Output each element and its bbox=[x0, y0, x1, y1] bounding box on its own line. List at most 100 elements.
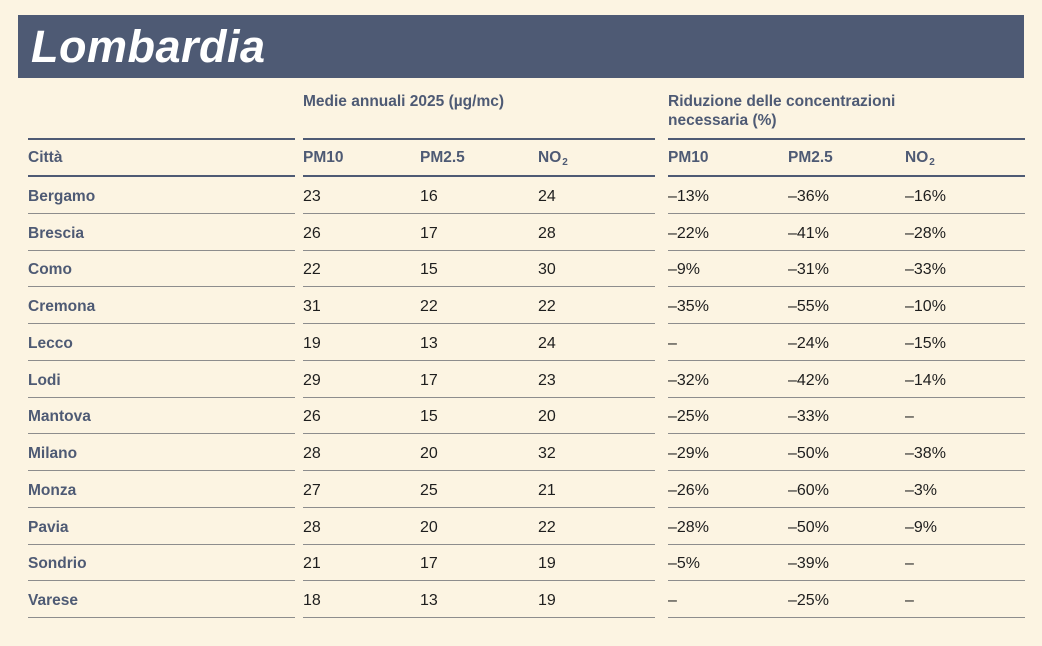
column-gap bbox=[295, 545, 303, 582]
pm10-value: 28 bbox=[303, 434, 420, 471]
pm25-reduction: –31% bbox=[788, 251, 905, 288]
city-name: Cremona bbox=[28, 287, 295, 324]
column-gap bbox=[655, 545, 668, 582]
column-gap bbox=[295, 138, 303, 177]
pm25-value: 15 bbox=[420, 251, 538, 288]
column-gap bbox=[295, 177, 303, 214]
pm25-value: 25 bbox=[420, 471, 538, 508]
column-header-pm10-medie: PM10 bbox=[303, 138, 420, 177]
group-header-spacer bbox=[28, 78, 295, 138]
pm25-reduction: –36% bbox=[788, 177, 905, 214]
no2-subscript: 2 bbox=[929, 157, 935, 168]
no2-reduction: – bbox=[905, 545, 1025, 582]
no2-reduction: – bbox=[905, 398, 1025, 435]
column-header-no2-medie: NO 2 bbox=[538, 138, 655, 177]
city-name: Lecco bbox=[28, 324, 295, 361]
pm10-value: 26 bbox=[303, 398, 420, 435]
pm25-value: 16 bbox=[420, 177, 538, 214]
column-gap bbox=[655, 324, 668, 361]
pm10-value: 22 bbox=[303, 251, 420, 288]
column-gap bbox=[655, 508, 668, 545]
city-name: Pavia bbox=[28, 508, 295, 545]
column-gap bbox=[295, 434, 303, 471]
pm25-value: 13 bbox=[420, 581, 538, 618]
pm10-reduction: –25% bbox=[668, 398, 788, 435]
no2-reduction: –33% bbox=[905, 251, 1025, 288]
pm10-value: 27 bbox=[303, 471, 420, 508]
no2-value: 19 bbox=[538, 581, 655, 618]
no2-value: 24 bbox=[538, 324, 655, 361]
column-gap bbox=[655, 434, 668, 471]
pm25-value: 15 bbox=[420, 398, 538, 435]
column-gap bbox=[295, 471, 303, 508]
column-gap bbox=[655, 471, 668, 508]
no2-value: 19 bbox=[538, 545, 655, 582]
no2-reduction: –15% bbox=[905, 324, 1025, 361]
column-gap bbox=[295, 78, 303, 138]
pm10-reduction: –32% bbox=[668, 361, 788, 398]
pm25-reduction: –39% bbox=[788, 545, 905, 582]
pm25-reduction: –42% bbox=[788, 361, 905, 398]
column-gap bbox=[295, 361, 303, 398]
pm25-reduction: –41% bbox=[788, 214, 905, 251]
pm25-value: 17 bbox=[420, 545, 538, 582]
column-header-pm25-riduzione: PM2.5 bbox=[788, 138, 905, 177]
city-name: Brescia bbox=[28, 214, 295, 251]
no2-subscript: 2 bbox=[562, 157, 568, 168]
city-name: Bergamo bbox=[28, 177, 295, 214]
pm25-value: 20 bbox=[420, 434, 538, 471]
column-header-pm25-medie: PM2.5 bbox=[420, 138, 538, 177]
city-name: Lodi bbox=[28, 361, 295, 398]
pm10-reduction: –26% bbox=[668, 471, 788, 508]
pm10-value: 23 bbox=[303, 177, 420, 214]
city-name: Sondrio bbox=[28, 545, 295, 582]
column-header-pm10-riduzione: PM10 bbox=[668, 138, 788, 177]
air-quality-table: Medie annuali 2025 (µg/mc) Riduzione del… bbox=[28, 78, 1025, 618]
group-header-riduzione-line2: necessaria (%) bbox=[668, 112, 777, 129]
city-name: Milano bbox=[28, 434, 295, 471]
no2-label: NO bbox=[538, 148, 562, 166]
no2-value: 32 bbox=[538, 434, 655, 471]
column-gap bbox=[655, 214, 668, 251]
region-title: Lombardia bbox=[31, 20, 266, 72]
city-name: Monza bbox=[28, 471, 295, 508]
pm25-reduction: –50% bbox=[788, 508, 905, 545]
pm10-reduction: –5% bbox=[668, 545, 788, 582]
no2-value: 28 bbox=[538, 214, 655, 251]
city-name: Como bbox=[28, 251, 295, 288]
column-gap bbox=[655, 138, 668, 177]
column-gap bbox=[295, 324, 303, 361]
column-gap bbox=[655, 177, 668, 214]
pm10-reduction: –29% bbox=[668, 434, 788, 471]
column-gap bbox=[295, 581, 303, 618]
no2-reduction: –9% bbox=[905, 508, 1025, 545]
column-gap bbox=[655, 287, 668, 324]
pm10-value: 26 bbox=[303, 214, 420, 251]
column-gap bbox=[295, 287, 303, 324]
no2-value: 22 bbox=[538, 287, 655, 324]
pm10-reduction: –9% bbox=[668, 251, 788, 288]
region-header: Lombardia bbox=[18, 15, 1024, 78]
column-gap bbox=[655, 398, 668, 435]
column-gap bbox=[295, 398, 303, 435]
pm25-reduction: –24% bbox=[788, 324, 905, 361]
pm25-value: 17 bbox=[420, 214, 538, 251]
no2-reduction: –14% bbox=[905, 361, 1025, 398]
pm10-reduction: –22% bbox=[668, 214, 788, 251]
pm25-reduction: –60% bbox=[788, 471, 905, 508]
column-gap bbox=[655, 251, 668, 288]
pm25-value: 17 bbox=[420, 361, 538, 398]
pm10-value: 19 bbox=[303, 324, 420, 361]
pm25-reduction: –50% bbox=[788, 434, 905, 471]
no2-value: 30 bbox=[538, 251, 655, 288]
column-gap bbox=[295, 251, 303, 288]
pm25-reduction: –33% bbox=[788, 398, 905, 435]
column-gap bbox=[295, 214, 303, 251]
no2-reduction: –28% bbox=[905, 214, 1025, 251]
pm10-value: 21 bbox=[303, 545, 420, 582]
no2-reduction: –10% bbox=[905, 287, 1025, 324]
pm10-value: 28 bbox=[303, 508, 420, 545]
pm25-reduction: –55% bbox=[788, 287, 905, 324]
no2-reduction: –38% bbox=[905, 434, 1025, 471]
